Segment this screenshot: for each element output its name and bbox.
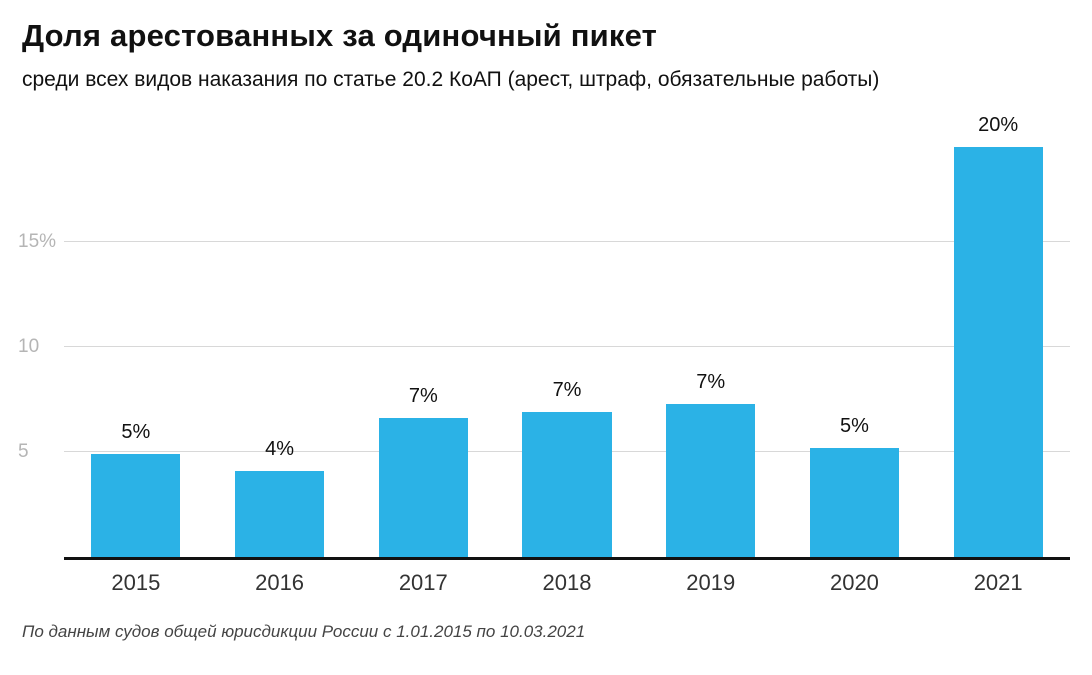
x-axis-label: 2020: [829, 570, 879, 595]
bar: [91, 454, 181, 557]
y-tick-label: 5: [18, 440, 29, 462]
plot-area: 5 10 15% 5% 4% 7% 7% 7% 5% 20%: [18, 114, 1070, 560]
chart-title: Доля арестованных за одиночный пикет: [22, 18, 658, 53]
source-note: По данным судов общей юрисдикции России …: [22, 622, 586, 641]
gridline: [64, 240, 1070, 242]
bar-value-label: 5%: [121, 421, 151, 444]
bar-value-label: 4%: [265, 437, 295, 460]
bar-value-label: 5%: [840, 414, 869, 437]
bar-value-label: 7%: [408, 385, 438, 408]
x-axis-label: 2015: [111, 570, 161, 595]
y-tick-label: 15%: [18, 230, 57, 252]
bar: [809, 447, 899, 557]
bar-group: 5%: [64, 122, 208, 557]
bar: [235, 470, 325, 557]
y-tick-label: 10: [18, 335, 40, 357]
bar: [378, 418, 468, 557]
x-axis-label: 2017: [398, 570, 448, 595]
bar-value-label: 20%: [978, 114, 1019, 137]
x-axis-label: 2018: [542, 570, 592, 595]
bar: [522, 412, 612, 557]
x-axis: 2015 2016 2017 2018 2019 2020 2021: [64, 570, 1070, 596]
chart: 5 10 15% 5% 4% 7% 7% 7% 5% 20% 2015 2016 2017 2018 20…: [18, 114, 1070, 596]
x-axis-label: 2021: [973, 570, 1023, 595]
bar-group: 7%: [495, 122, 639, 557]
x-axis-label: 2016: [255, 570, 305, 595]
bar-group: 7%: [351, 122, 495, 557]
bar-group: 20%: [926, 114, 1070, 557]
bar-group: 7%: [639, 122, 783, 557]
gridline: [64, 345, 1070, 347]
page: Доля арестованных за одиночный пикет сре…: [18, 18, 1070, 641]
x-axis-label: 2019: [686, 570, 736, 595]
bar: [666, 403, 756, 557]
bar-group: 5%: [783, 122, 927, 557]
bar-value-label: 7%: [696, 370, 726, 393]
chart-subtitle: среди всех видов наказания по статье 20.…: [22, 68, 880, 91]
bar: [953, 147, 1043, 557]
bar-group: 4%: [208, 122, 352, 557]
bar-value-label: 7%: [552, 379, 582, 402]
